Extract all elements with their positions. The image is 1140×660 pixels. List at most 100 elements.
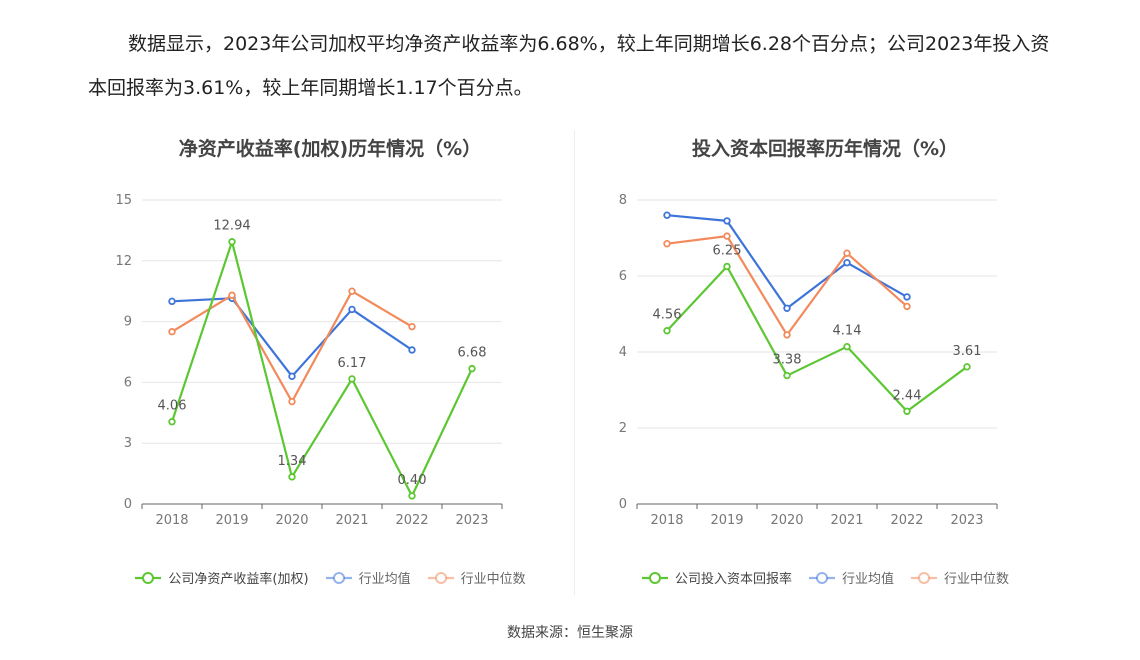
legend-label: 公司净资产收益率(加权) xyxy=(168,572,309,587)
x-tick-label: 2020 xyxy=(275,513,308,528)
legend-label: 行业中位数 xyxy=(460,572,526,587)
legend-item[interactable]: 行业均值 xyxy=(808,568,894,587)
chart-legend: 公司投入资本回报率 行业均值 行业中位数 xyxy=(585,568,1065,587)
intro-text: 数据显示，2023年公司加权平均净资产收益率为6.68%，较上年同期增长6.28… xyxy=(88,33,1050,99)
data-point[interactable] xyxy=(663,239,671,248)
legend-item[interactable]: 公司净资产收益率(加权) xyxy=(134,568,309,587)
data-point[interactable] xyxy=(168,297,176,306)
data-label: 3.61 xyxy=(953,344,982,359)
legend-label: 公司投入资本回报率 xyxy=(674,572,792,587)
data-label: 6.68 xyxy=(458,346,487,361)
data-point[interactable] xyxy=(408,492,416,500)
y-tick-label: 9 xyxy=(124,315,132,330)
data-point[interactable] xyxy=(723,217,731,225)
series-line xyxy=(666,234,908,336)
roic-chart: 投入资本回报率历年情况（%） 0 2 4 6 8 2018 2019 2020 2021 2022… xyxy=(585,128,1065,598)
data-label: 4.56 xyxy=(653,308,682,323)
y-tick-label: 3 xyxy=(124,436,132,451)
legend-label: 行业中位数 xyxy=(944,572,1010,587)
y-tick-label: 8 xyxy=(619,193,627,208)
x-tick-label: 2023 xyxy=(950,513,983,528)
legend-item[interactable]: 行业均值 xyxy=(325,568,411,587)
data-label: 0.40 xyxy=(398,473,427,488)
data-point[interactable] xyxy=(843,249,851,257)
series-line xyxy=(666,214,908,310)
data-label: 6.17 xyxy=(338,356,367,371)
chart-title: 净资产收益率(加权)历年情况（%） xyxy=(178,138,482,160)
data-label: 12.94 xyxy=(213,219,250,234)
data-point[interactable] xyxy=(843,342,851,351)
series-line xyxy=(171,290,413,403)
roe-plot: 0 3 6 9 12 15 2018 2019 2020 2021 2022 2023 4.06 12.9… xyxy=(115,193,503,528)
x-tick-label: 2022 xyxy=(395,513,428,528)
legend-label: 行业均值 xyxy=(358,572,411,587)
y-tick-label: 4 xyxy=(619,345,627,360)
x-tick-label: 2018 xyxy=(155,513,188,528)
data-point[interactable] xyxy=(168,418,176,426)
intro-paragraph: 数据显示，2023年公司加权平均净资产收益率为6.68%，较上年同期增长6.28… xyxy=(88,22,1068,110)
data-point[interactable] xyxy=(723,262,731,271)
x-tick-label: 2021 xyxy=(830,513,863,528)
data-point[interactable] xyxy=(288,473,296,481)
data-point[interactable] xyxy=(288,372,296,381)
roic-plot: 0 2 4 6 8 2018 2019 2020 2021 2022 2023 4.56 6.25 3.3… xyxy=(619,193,998,528)
data-point[interactable] xyxy=(783,304,791,312)
x-tick-label: 2023 xyxy=(455,513,488,528)
x-tick-label: 2022 xyxy=(890,513,923,528)
y-tick-label: 6 xyxy=(124,375,132,390)
series-line xyxy=(666,265,968,413)
y-tick-label: 0 xyxy=(619,497,627,512)
chart-title: 投入资本回报率历年情况（%） xyxy=(691,138,959,160)
data-point[interactable] xyxy=(408,322,416,331)
data-point[interactable] xyxy=(288,397,296,406)
data-point[interactable] xyxy=(168,328,176,336)
data-point[interactable] xyxy=(228,291,236,299)
data-point[interactable] xyxy=(903,293,911,301)
data-point[interactable] xyxy=(663,327,671,335)
data-point[interactable] xyxy=(963,363,971,371)
legend-item[interactable]: 行业中位数 xyxy=(427,568,526,587)
data-point[interactable] xyxy=(348,375,356,383)
data-point[interactable] xyxy=(903,302,911,311)
data-label: 1.34 xyxy=(278,454,307,469)
data-point[interactable] xyxy=(663,211,671,219)
y-tick-label: 0 xyxy=(124,497,132,512)
data-point[interactable] xyxy=(468,364,476,373)
x-tick-label: 2020 xyxy=(770,513,803,528)
legend-symbol xyxy=(325,571,352,584)
y-tick-label: 6 xyxy=(619,269,627,284)
x-tick-label: 2019 xyxy=(710,513,743,528)
data-label: 6.25 xyxy=(713,244,742,259)
y-tick-label: 2 xyxy=(619,421,627,436)
data-label: 3.38 xyxy=(773,353,802,368)
data-point[interactable] xyxy=(408,346,416,354)
data-point[interactable] xyxy=(348,305,356,314)
legend-label: 行业均值 xyxy=(841,572,894,587)
data-point[interactable] xyxy=(783,371,791,380)
data-label: 4.06 xyxy=(158,399,187,414)
data-source: 数据来源：恒生聚源 xyxy=(507,625,633,641)
chart-legend: 公司净资产收益率(加权) 行业均值 行业中位数 xyxy=(90,568,570,587)
data-point[interactable] xyxy=(723,232,731,240)
legend-symbol xyxy=(808,571,835,584)
data-point[interactable] xyxy=(228,238,236,246)
chart-divider xyxy=(574,130,575,595)
x-tick-label: 2019 xyxy=(215,513,248,528)
roe-chart: 净资产收益率(加权)历年情况（%） 0 3 6 9 12 15 2018 2019 2020 20… xyxy=(90,128,570,598)
legend-symbol xyxy=(911,571,937,584)
data-point[interactable] xyxy=(903,407,911,415)
x-tick-label: 2018 xyxy=(650,513,683,528)
data-point[interactable] xyxy=(843,258,851,267)
legend-item[interactable]: 公司投入资本回报率 xyxy=(641,568,792,587)
x-tick-label: 2021 xyxy=(335,513,368,528)
data-point[interactable] xyxy=(783,331,791,339)
y-tick-label: 15 xyxy=(115,193,132,208)
legend-item[interactable]: 行业中位数 xyxy=(910,568,1009,587)
data-label: 4.14 xyxy=(833,324,862,339)
series-line xyxy=(170,240,473,497)
y-tick-label: 12 xyxy=(115,254,132,269)
legend-symbol xyxy=(641,571,668,584)
data-label: 2.44 xyxy=(893,388,922,403)
legend-symbol xyxy=(135,571,162,584)
data-point[interactable] xyxy=(348,287,356,295)
